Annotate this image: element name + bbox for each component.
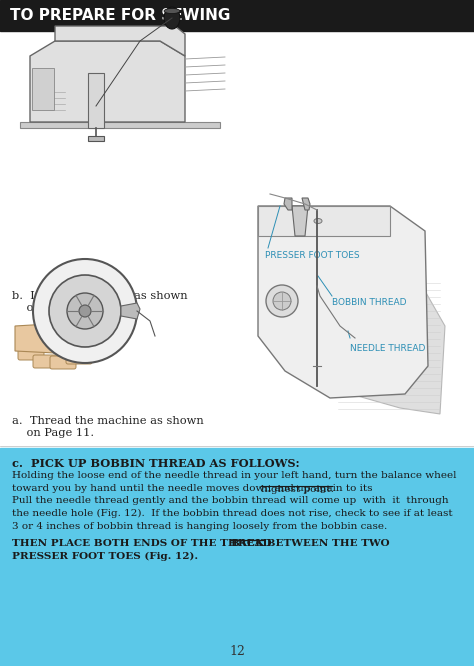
Ellipse shape <box>164 7 180 29</box>
Text: PRESSER FOOT TOES: PRESSER FOOT TOES <box>265 251 360 260</box>
FancyBboxPatch shape <box>50 356 76 369</box>
Polygon shape <box>15 321 105 354</box>
Text: 12: 12 <box>229 645 245 658</box>
Text: PRESSER FOOT TOES (Fig. 12).: PRESSER FOOT TOES (Fig. 12). <box>12 552 198 561</box>
Bar <box>0 0 474 31</box>
Text: TO PREPARE FOR SEWING: TO PREPARE FOR SEWING <box>10 9 230 23</box>
Text: BETWEEN THE TWO: BETWEEN THE TWO <box>263 539 390 548</box>
Bar <box>258 206 390 236</box>
FancyBboxPatch shape <box>66 351 92 364</box>
Text: highest point.: highest point. <box>261 484 334 494</box>
Text: THEN PLACE BOTH ENDS OF THE THREAD: THEN PLACE BOTH ENDS OF THE THREAD <box>12 539 275 548</box>
Circle shape <box>266 285 298 317</box>
Text: b.  Insert full bobbin as shown: b. Insert full bobbin as shown <box>12 291 188 301</box>
Circle shape <box>33 259 137 363</box>
Bar <box>0 448 474 666</box>
Text: Fig. 12: Fig. 12 <box>348 218 388 228</box>
Circle shape <box>273 292 291 310</box>
Polygon shape <box>292 206 308 236</box>
Ellipse shape <box>314 218 322 224</box>
Polygon shape <box>335 276 445 414</box>
Text: on Page 8.: on Page 8. <box>12 303 87 313</box>
FancyBboxPatch shape <box>18 347 44 360</box>
Bar <box>32 68 54 110</box>
Text: BACK: BACK <box>230 539 264 548</box>
FancyBboxPatch shape <box>33 355 59 368</box>
Bar <box>88 73 104 128</box>
Text: on Page 11.: on Page 11. <box>12 428 94 438</box>
Polygon shape <box>302 198 310 210</box>
Polygon shape <box>258 206 428 398</box>
Bar <box>88 136 104 141</box>
Text: a.  Thread the machine as shown: a. Thread the machine as shown <box>12 416 204 426</box>
Bar <box>20 122 220 128</box>
Polygon shape <box>30 41 185 122</box>
Circle shape <box>67 293 103 329</box>
Circle shape <box>79 305 91 317</box>
Text: NEEDLE THREAD: NEEDLE THREAD <box>350 344 425 353</box>
Text: Pull the needle thread gently and the bobbin thread will come up  with  it  thro: Pull the needle thread gently and the bo… <box>12 496 453 531</box>
Polygon shape <box>55 26 185 56</box>
Text: c.  PICK UP BOBBIN THREAD AS FOLLOWS:: c. PICK UP BOBBIN THREAD AS FOLLOWS: <box>12 458 300 469</box>
Ellipse shape <box>164 9 180 13</box>
Text: Holding the loose end of the needle thread in your left hand, turn the balance w: Holding the loose end of the needle thre… <box>12 471 456 493</box>
Polygon shape <box>121 303 140 319</box>
Text: BOBBIN THREAD: BOBBIN THREAD <box>332 298 407 307</box>
Polygon shape <box>284 198 292 210</box>
Circle shape <box>49 275 121 347</box>
